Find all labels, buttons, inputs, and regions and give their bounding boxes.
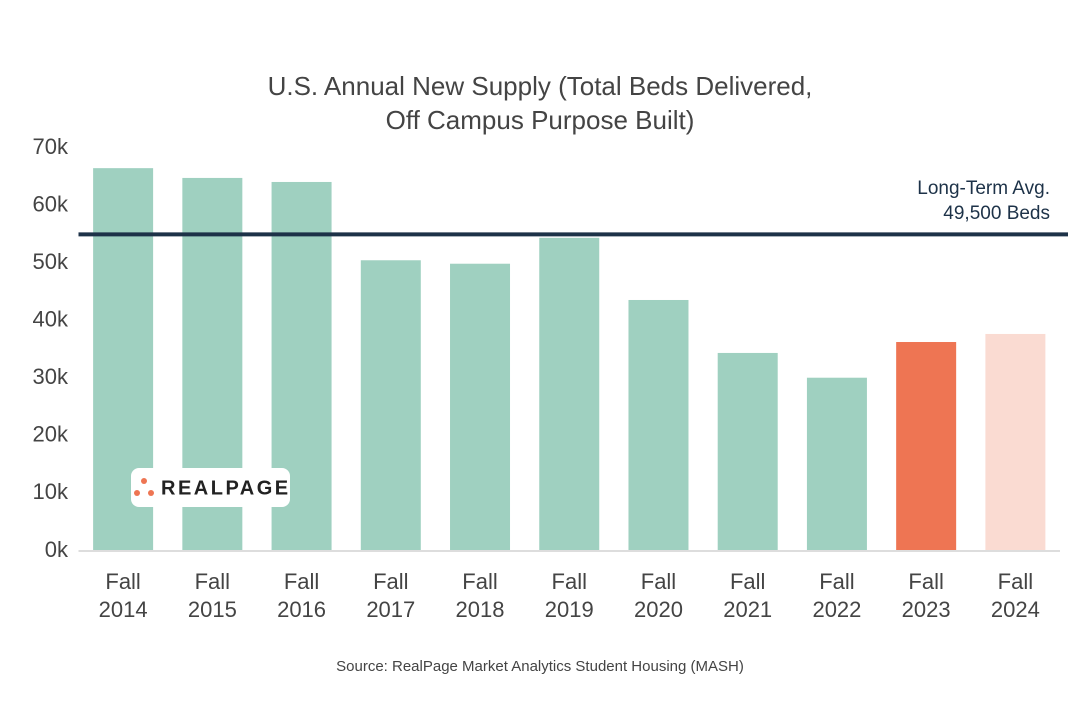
x-tick-label: Fall 2017	[366, 569, 415, 622]
x-tick-label: Fall 2014	[99, 569, 148, 622]
logo-box	[131, 468, 290, 507]
x-tick-label: Fall 2022	[812, 569, 861, 622]
y-tick-label: 60k	[33, 191, 69, 216]
bar	[360, 260, 421, 551]
logo-dot	[141, 478, 147, 484]
y-tick-label: 50k	[33, 249, 69, 274]
bar	[539, 237, 600, 551]
y-tick-label: 10k	[33, 479, 69, 504]
x-tick-label: Fall 2018	[456, 569, 505, 622]
chart-title: U.S. Annual New Supply (Total Beds Deliv…	[268, 71, 813, 135]
x-tick-label: Fall 2015	[188, 569, 237, 622]
x-tick-label: Fall 2024	[991, 569, 1040, 622]
source-note: Source: RealPage Market Analytics Studen…	[336, 658, 744, 675]
bar	[806, 377, 867, 551]
bar	[896, 342, 957, 551]
logo-text: REALPAGE	[161, 477, 291, 499]
x-tick-label: Fall 2019	[545, 569, 594, 622]
reference-label: Long-Term Avg.	[917, 178, 1050, 199]
y-tick-label: 0k	[45, 537, 69, 562]
y-tick-label: 70k	[33, 134, 69, 159]
x-tick-label: Fall 2016	[277, 569, 326, 622]
bar	[717, 352, 778, 551]
bar	[628, 299, 689, 551]
logo-dot	[148, 490, 154, 496]
y-tick-label: 30k	[33, 364, 69, 389]
x-tick-label: Fall 2023	[902, 569, 951, 622]
logo-dot	[134, 490, 140, 496]
bar	[985, 333, 1046, 551]
bar	[450, 263, 511, 551]
reference-label: 49,500 Beds	[943, 203, 1050, 224]
y-tick-label: 40k	[33, 307, 69, 332]
x-tick-label: Fall 2020	[634, 569, 683, 622]
y-tick-label: 20k	[33, 422, 69, 447]
x-tick-label: Fall 2021	[723, 569, 772, 622]
